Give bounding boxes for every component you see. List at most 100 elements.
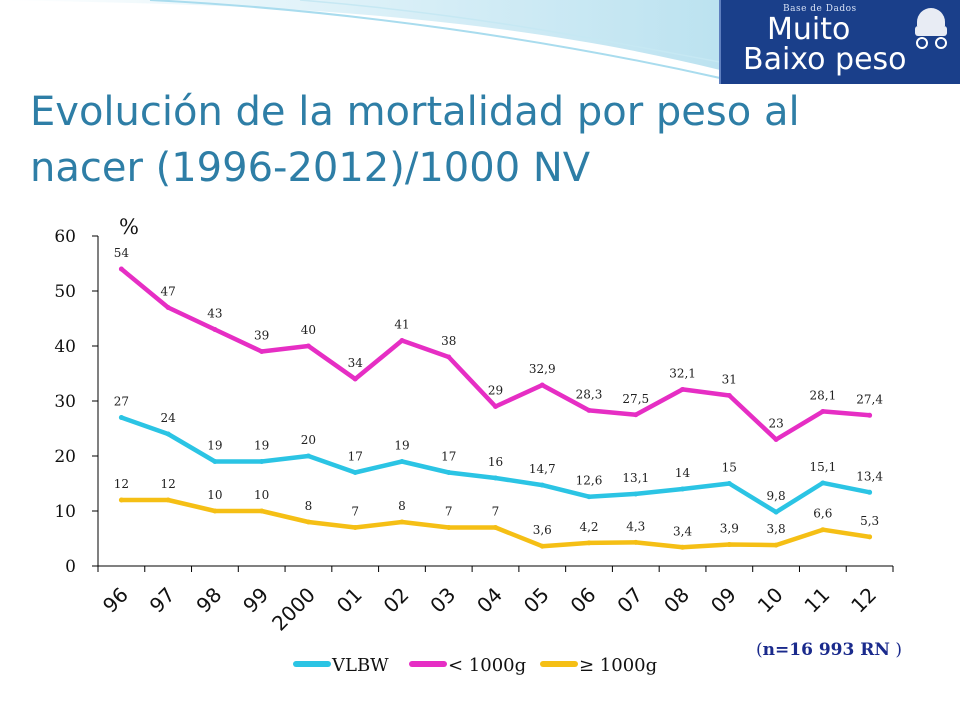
data-label: 19 <box>254 439 269 453</box>
data-label: 14 <box>675 466 691 480</box>
data-label: 17 <box>348 450 363 464</box>
x-tick-label: 10 <box>753 583 788 618</box>
x-tick-label: 02 <box>379 583 414 618</box>
note-open-paren: ( <box>756 640 763 660</box>
data-point <box>165 497 171 503</box>
x-tick-label: 01 <box>332 583 367 618</box>
data-point <box>352 525 358 530</box>
data-point <box>633 412 639 418</box>
data-label: 13,4 <box>856 469 883 483</box>
data-point <box>680 386 686 392</box>
data-point <box>446 354 452 360</box>
data-point <box>633 539 639 545</box>
data-label: 3,8 <box>767 522 786 536</box>
data-label: 39 <box>254 329 269 343</box>
data-label: 10 <box>207 488 222 502</box>
data-label: 16 <box>488 455 503 469</box>
data-point <box>446 470 452 475</box>
data-label: 5,3 <box>860 514 879 528</box>
data-point <box>493 475 498 481</box>
data-label: 7 <box>351 505 359 519</box>
data-point <box>726 393 732 398</box>
data-label: 14,7 <box>529 462 556 476</box>
note-text: n=16 993 RN <box>762 640 890 660</box>
data-label: 10 <box>254 488 269 502</box>
data-point <box>820 480 826 486</box>
data-label: 24 <box>161 411 177 425</box>
x-tick-label: 05 <box>519 583 554 618</box>
data-label: 27,4 <box>856 392 883 406</box>
data-point <box>399 338 405 343</box>
data-label: 27 <box>114 395 129 409</box>
y-tick-label: 50 <box>54 282 76 302</box>
data-point <box>165 431 171 437</box>
data-point <box>399 519 405 525</box>
data-point <box>867 534 873 540</box>
data-point <box>586 494 592 500</box>
data-point <box>726 481 732 486</box>
data-label: 15,1 <box>809 460 836 474</box>
data-label: 12 <box>114 477 129 491</box>
data-label: 19 <box>207 439 222 453</box>
logo-subtitle: Base de Dados <box>783 4 857 14</box>
data-point <box>165 305 171 310</box>
data-point <box>539 543 545 549</box>
data-point <box>726 542 732 548</box>
legend-label: < 1000g <box>448 655 526 676</box>
x-tick-label: 12 <box>846 583 881 618</box>
data-label: 32,9 <box>529 362 556 376</box>
data-point <box>586 540 592 546</box>
data-label: 28,3 <box>576 387 603 401</box>
data-point <box>820 408 826 414</box>
data-label: 12 <box>161 477 176 491</box>
data-label: 8 <box>305 499 313 513</box>
data-label: 19 <box>394 439 409 453</box>
data-point <box>305 453 311 459</box>
data-point <box>820 527 826 533</box>
x-tick-label: 96 <box>98 583 133 618</box>
data-point <box>352 376 358 382</box>
x-tick-label: 99 <box>238 583 273 618</box>
data-point <box>118 415 124 420</box>
x-tick-label: 98 <box>191 583 226 618</box>
y-tick-label: 0 <box>65 557 76 577</box>
data-point <box>539 482 545 488</box>
logo-line-2: Baixo peso <box>743 42 907 77</box>
data-label: 9,8 <box>767 489 786 503</box>
header-wave-decoration <box>0 0 721 79</box>
legend-label: ≥ 1000g <box>579 655 657 676</box>
data-label: 15 <box>722 461 737 475</box>
data-point <box>586 407 592 413</box>
note-close-paren: ) <box>895 640 902 660</box>
brand-logo: Base de Dados Muito Baixo peso <box>719 0 960 84</box>
data-point <box>446 525 452 530</box>
data-label: 7 <box>492 505 500 519</box>
data-label: 54 <box>114 246 130 260</box>
page-title: Evolución de la mortalidad por peso al n… <box>30 89 800 191</box>
data-label: 29 <box>488 384 503 398</box>
data-label: 13,1 <box>622 471 649 485</box>
data-label: 4,3 <box>626 519 645 533</box>
data-label: 20 <box>301 433 316 447</box>
data-point <box>118 497 124 503</box>
data-label: 3,4 <box>673 524 692 538</box>
data-label: 41 <box>394 318 409 332</box>
data-point <box>773 509 779 515</box>
data-label: 8 <box>398 499 406 513</box>
data-point <box>539 382 545 388</box>
data-point <box>259 349 265 354</box>
data-point <box>680 486 686 492</box>
legend-label: VLBW <box>331 655 389 676</box>
series-line-2 <box>119 266 872 442</box>
y-axis-label: % <box>119 215 139 239</box>
y-tick-label: 20 <box>54 447 76 467</box>
data-label: 32,1 <box>669 366 696 380</box>
data-label: 17 <box>441 450 456 464</box>
data-label: 28,1 <box>809 388 836 402</box>
x-tick-label: 09 <box>706 583 741 618</box>
data-point <box>259 508 265 514</box>
data-label: 34 <box>348 356 364 370</box>
sample-size-note: (n=16 993 RN ) <box>756 640 902 660</box>
x-tick-label: 2000 <box>267 583 320 636</box>
data-point <box>305 343 311 349</box>
